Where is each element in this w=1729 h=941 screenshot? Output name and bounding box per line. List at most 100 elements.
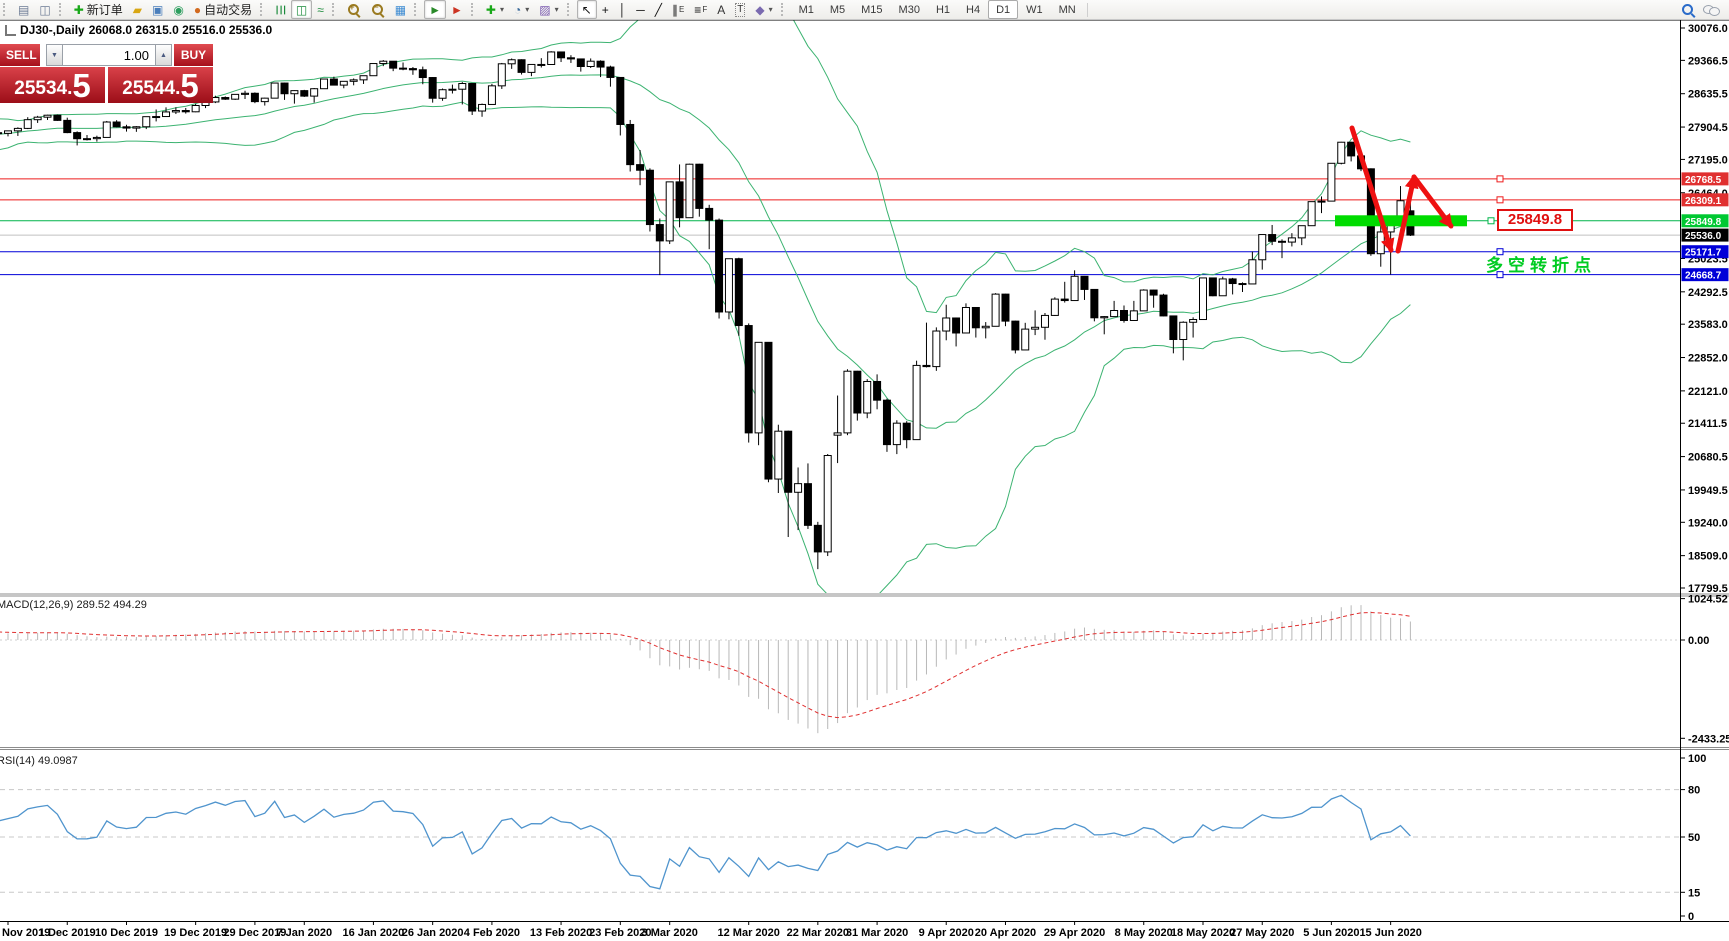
price-axis-tick: 24292.5: [1688, 287, 1728, 299]
fibonacci-tool-icon: ≡: [694, 2, 702, 17]
price-line-label: 25536.0: [1685, 231, 1722, 242]
volume-stepper: ▼ ▲: [46, 44, 172, 66]
timeframe-w1-button[interactable]: W1: [1026, 3, 1043, 16]
cursor-tool-button[interactable]: ↖: [576, 0, 597, 19]
buy-price[interactable]: 25544. 5: [108, 67, 213, 103]
volume-increase-button[interactable]: ▲: [155, 44, 172, 66]
chart-title: DJ30-,Daily 26068.0 26315.0 25516.0 2553…: [5, 23, 272, 37]
templates-button[interactable]: ▨ ▾: [534, 0, 563, 19]
text-label-tool-icon: T: [735, 2, 746, 17]
rsi-indicator-label: RSI(14) 49.0987: [0, 755, 78, 767]
candles-chart-icon[interactable]: ◫: [290, 0, 313, 19]
toolbar-grip: [780, 3, 788, 16]
toolbar-grip: [566, 3, 574, 16]
horizontal-line-tool-icon: ─: [636, 2, 645, 17]
toolbar-grip: [260, 3, 267, 16]
chevron-down-icon: ▾: [554, 5, 559, 14]
fibonacci-tool-button[interactable]: ≡ F: [694, 2, 708, 17]
timeframe-m15-button[interactable]: M15: [861, 3, 883, 16]
chevron-down-icon: ▾: [768, 5, 773, 14]
auto-scroll-button[interactable]: ►: [424, 0, 447, 19]
price-axis-tick: 29366.5: [1688, 55, 1728, 67]
signals-icon[interactable]: ◉: [168, 0, 188, 19]
line-chart-icon: ≈: [317, 2, 324, 17]
price-axis-tick: 80: [1688, 785, 1700, 797]
price-axis-tick: 100: [1688, 753, 1706, 765]
date-axis-label: 13 Feb 2020: [530, 927, 592, 939]
zoom-out-button[interactable]: −: [366, 0, 390, 19]
arrows-tool-button[interactable]: ◆ ▾: [750, 0, 777, 19]
indicators-button[interactable]: ✚ ▾: [481, 0, 509, 19]
timeframe-h4-button[interactable]: H4: [966, 3, 981, 16]
timeframe-d1-button[interactable]: D1: [988, 0, 1019, 19]
sell-price[interactable]: 25534. 5: [0, 67, 105, 103]
price-axis-tick: 50: [1688, 832, 1700, 844]
zoom-in-button[interactable]: +: [342, 0, 366, 19]
trendline-tool-button[interactable]: ╱: [650, 0, 667, 19]
vertical-line-tool-button[interactable]: │: [614, 0, 632, 19]
price-line-label: 26309.1: [1685, 196, 1722, 207]
price-axis-tick: 28635.5: [1688, 89, 1728, 101]
date-axis-label: 12 Mar 2020: [718, 927, 780, 939]
price-axis-tick: 19240.0: [1688, 517, 1728, 529]
zoom-in-icon: +: [347, 2, 361, 17]
price-axis-tick: 22121.0: [1688, 386, 1728, 398]
tile-windows-icon: ▦: [394, 2, 407, 17]
charts-grid-icon[interactable]: ▤: [13, 0, 34, 19]
crosshair-tool-icon: +: [601, 2, 609, 17]
price-axis-tick: 15: [1688, 887, 1700, 899]
chat-icon[interactable]: [1703, 4, 1720, 16]
timeframe-h1-button[interactable]: H1: [935, 3, 951, 16]
text-label-tool-button[interactable]: T: [730, 0, 750, 19]
periods-button[interactable]: ◔ ▾: [509, 0, 534, 19]
price-axis-tick: 30076.0: [1688, 23, 1728, 35]
arrows-tool-icon: ◆: [755, 2, 765, 17]
price-tag-25849[interactable]: 25849.8: [1497, 209, 1573, 231]
new-order-button[interactable]: ✚ 新订单: [69, 0, 128, 19]
macd-indicator-label: MACD(12,26,9) 289.52 494.29: [0, 599, 147, 611]
new-order-icon: ✚: [73, 2, 84, 17]
sell-button[interactable]: SELL: [0, 44, 40, 66]
toolbar: ▤ ◫ ✚ 新订单 ▰ ▣ ◉ ● 自动交易 ☰ ◫ ≈ + − ▦ ► ► ✚ ▾ ◔ ▾ ▨ ▾ ↖ + │ ─ ╱ ∥ E ≡ F A T ◆…: [0, 0, 1729, 20]
date-axis-label: 5 Jun 2020: [1303, 927, 1359, 939]
shift-chart-button[interactable]: ►: [446, 0, 468, 19]
price-axis-tick: 1024.52: [1688, 594, 1728, 606]
signals-icon: ◉: [173, 2, 184, 17]
line-chart-icon[interactable]: ≈: [312, 0, 329, 19]
toolbar-right: [1681, 3, 1729, 17]
volume-decrease-button[interactable]: ▼: [46, 44, 63, 66]
buy-button[interactable]: BUY: [174, 44, 213, 66]
chevron-down-icon: ▾: [525, 5, 530, 14]
channel-tool-button[interactable]: ∥ E: [671, 2, 685, 17]
candles-chart-icon: ◫: [295, 2, 308, 17]
price-line-label: 25171.7: [1685, 248, 1722, 259]
search-icon[interactable]: [1681, 3, 1695, 17]
autotrading-button[interactable]: ● 自动交易: [189, 0, 257, 19]
ohlc-values: 26068.0 26315.0 25516.0 25536.0: [88, 23, 273, 37]
history-center-icon[interactable]: ▰: [128, 0, 147, 19]
templates-icon: ▨: [539, 2, 551, 17]
metaeditor-icon[interactable]: ▣: [147, 0, 168, 19]
timeframe-m1-button[interactable]: M1: [798, 3, 814, 16]
date-axis-label: 31 Mar 2020: [846, 927, 908, 939]
toolbar-grip: [331, 3, 339, 16]
date-axis-label: 27 May 2020: [1230, 927, 1294, 939]
tick-chart-icon[interactable]: ◫: [34, 0, 55, 19]
price-axis-tick: 23583.0: [1688, 319, 1728, 331]
timeframe-m5-button[interactable]: M5: [829, 3, 846, 16]
zoom-out-icon: −: [371, 2, 385, 17]
volume-input[interactable]: [63, 44, 155, 66]
crosshair-tool-button[interactable]: +: [597, 0, 614, 19]
turning-point-annotation[interactable]: 多空转折点: [1486, 256, 1596, 275]
bar-chart-icon[interactable]: ☰: [270, 0, 291, 19]
timeframe-m30-button[interactable]: M30: [898, 3, 920, 16]
text-tool-button[interactable]: A: [712, 0, 730, 19]
horizontal-line-tool-button[interactable]: ─: [631, 0, 650, 19]
timeframe-mn-button[interactable]: MN: [1058, 3, 1076, 16]
tile-windows-icon[interactable]: ▦: [390, 0, 411, 19]
autotrading-icon: ●: [193, 2, 202, 17]
price-axis-tick: 0.00: [1688, 635, 1709, 647]
tick-chart-icon: ◫: [39, 2, 51, 17]
date-axis-label: 26 Jan 2020: [402, 927, 464, 939]
